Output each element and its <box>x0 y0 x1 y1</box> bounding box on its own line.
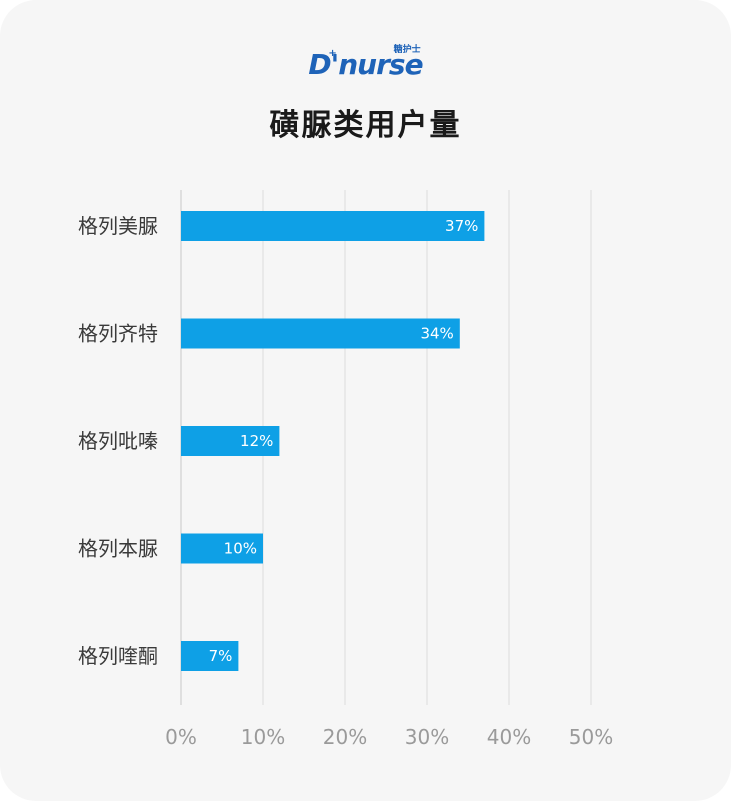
category-label: 格列齐特 <box>78 322 158 346</box>
data-label: 7% <box>209 647 233 665</box>
x-tick-label: 30% <box>405 725 449 749</box>
label-layer: 0% 10% 20% 30% 40% 50% 格列美脲 37% 格列齐特 34% 格列吡嗪 12% 格列… <box>78 214 613 749</box>
logo: + D'nurse 糖护士 <box>0 45 731 81</box>
grid-layer <box>180 190 592 705</box>
data-label: 34% <box>420 325 453 343</box>
x-tick-label: 0% <box>165 725 197 749</box>
cross-icon: + <box>328 48 337 59</box>
category-label: 格列美脲 <box>78 214 158 238</box>
bar <box>181 318 460 349</box>
category-label: 格列喹酮 <box>78 644 158 668</box>
category-label: 格列本脲 <box>78 537 158 561</box>
bar <box>181 533 263 564</box>
category-label: 格列吡嗪 <box>78 429 158 453</box>
x-tick-label: 40% <box>487 725 531 749</box>
logo-text: D'nurse <box>308 48 423 81</box>
bar <box>181 426 280 456</box>
chart-title: 磺脲类用户量 <box>269 108 462 143</box>
x-tick-label: 50% <box>569 725 613 749</box>
data-label: 37% <box>445 217 478 235</box>
data-label: 12% <box>240 432 273 450</box>
bar-layer <box>181 211 485 671</box>
x-tick-label: 10% <box>241 725 285 749</box>
logo-cn-text: 糖护士 <box>393 45 421 55</box>
x-tick-label: 20% <box>323 725 367 749</box>
data-label: 10% <box>224 540 257 558</box>
bar <box>181 641 239 671</box>
bar <box>181 211 485 241</box>
